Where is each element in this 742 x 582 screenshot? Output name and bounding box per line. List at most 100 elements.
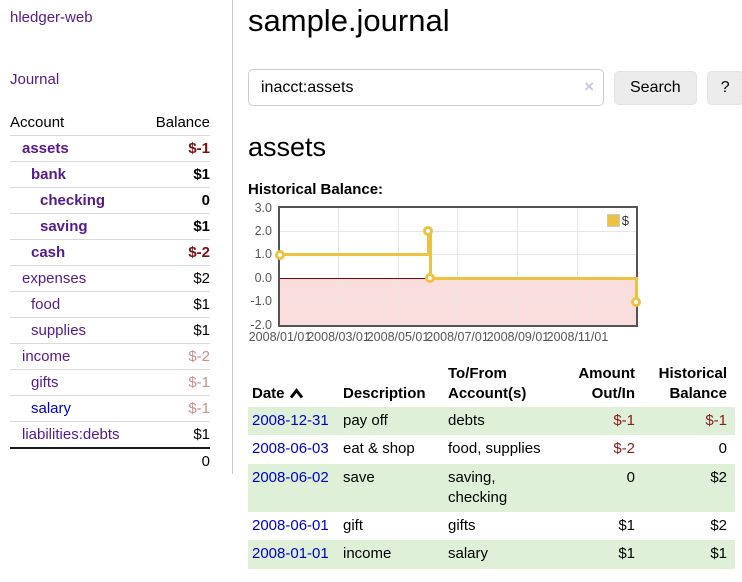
- account-link[interactable]: cash: [31, 244, 66, 261]
- register-row: 2008-06-03 eat & shop food, supplies $-2 0: [248, 435, 735, 463]
- chart-gridline-y: [280, 230, 636, 232]
- register-column-header: To/From Account(s): [448, 365, 527, 402]
- account-balance: $1: [193, 166, 210, 183]
- legend-swatch: [606, 214, 620, 227]
- account-link[interactable]: supplies: [31, 322, 87, 339]
- accounts-total-row: 0: [10, 447, 210, 474]
- account-page-title: assets: [248, 132, 327, 162]
- data-point-marker[interactable]: [631, 296, 641, 307]
- account-link[interactable]: gifts: [31, 374, 59, 391]
- account-row: assets $-1: [10, 135, 210, 161]
- chart-gridline-y: [280, 254, 636, 256]
- account-balance: $-1: [188, 374, 210, 391]
- account-row: expenses $2: [10, 265, 210, 291]
- account-balance: 0: [201, 192, 210, 209]
- account-row: saving $1: [10, 213, 210, 239]
- historical-balance-chart: 3.0 2.0 1.0 0.0 -1.0 -2.0 $: [248, 201, 742, 332]
- y-tick-label: 3.0: [254, 200, 272, 215]
- account-row: checking 0: [10, 187, 210, 213]
- register-amount: $-1: [563, 407, 643, 436]
- account-row: supplies $1: [10, 317, 210, 343]
- account-link[interactable]: salary: [31, 400, 72, 417]
- sort-ascending-icon: [289, 387, 303, 398]
- register-accounts: saving, checking: [448, 463, 563, 512]
- account-balance: $1: [193, 322, 210, 339]
- x-tick-label: 2008/03/01: [307, 330, 370, 344]
- register-column-header: Amount Out/In: [578, 365, 635, 402]
- accounts-table: Account Balance assets $-1 bank $1 checking 0…: [10, 110, 210, 474]
- search-form: × Search ?: [248, 69, 742, 106]
- register-date-link[interactable]: 2008-01-01: [252, 545, 329, 563]
- register-accounts: debts: [448, 407, 563, 436]
- help-button[interactable]: ?: [706, 70, 742, 105]
- chart-gridline-x: [457, 208, 458, 325]
- chart-plot-area: $: [275, 206, 641, 327]
- chart-gridline-x: [338, 208, 340, 325]
- y-tick-label: -1.0: [250, 294, 272, 309]
- register-amount: 0: [563, 463, 643, 512]
- sidebar-item-journal[interactable]: Journal: [10, 71, 60, 88]
- accounts-column-header: Account: [10, 114, 65, 131]
- chart-legend: $: [604, 212, 631, 229]
- chart-x-axis: 2008/01/01 2008/03/01 2008/05/01 2008/07/01…: [249, 330, 638, 347]
- series-segment: [634, 276, 638, 304]
- account-row: food $1: [10, 291, 210, 317]
- register-date-link[interactable]: 2008-06-01: [252, 517, 329, 534]
- brand-link[interactable]: hledger-web: [10, 9, 93, 26]
- register-amount: $1: [563, 540, 643, 569]
- register-historical-balance: $2: [710, 517, 727, 534]
- register-amount: $1: [618, 517, 635, 534]
- register-table: Date Description To/From Account(s) Amount O…: [248, 362, 735, 569]
- account-row: cash $-2: [10, 239, 210, 265]
- account-link[interactable]: liabilities:debts: [22, 426, 120, 443]
- y-tick-label: -2.0: [250, 317, 272, 332]
- register-date-link[interactable]: 2008-12-31: [252, 412, 329, 429]
- account-balance: $-2: [188, 348, 210, 365]
- x-tick-label: 2008/07/01: [426, 330, 489, 344]
- accounts-table-header: Account Balance: [10, 110, 210, 135]
- account-balance: $-2: [188, 244, 210, 261]
- x-tick-label: 2008/11/01: [546, 330, 609, 344]
- register-description: income: [343, 540, 448, 569]
- account-row: income $-2: [10, 343, 210, 369]
- series-segment: [428, 276, 638, 280]
- register-date-link[interactable]: 2008-06-02: [252, 468, 329, 486]
- account-balance: $1: [193, 426, 210, 443]
- account-link[interactable]: food: [31, 296, 61, 313]
- account-link[interactable]: assets: [22, 140, 69, 157]
- account-link[interactable]: saving: [40, 218, 88, 235]
- register-accounts: gifts: [448, 517, 476, 534]
- chart-title: Historical Balance:: [248, 181, 384, 198]
- register-row: 2008-06-02 save saving, checking 0 $2: [248, 463, 735, 512]
- search-box: ×: [248, 69, 604, 106]
- register-description: save: [343, 463, 448, 512]
- account-link[interactable]: income: [22, 348, 71, 365]
- register-date-link[interactable]: 2008-06-03: [252, 440, 329, 458]
- chart-gridline-x: [397, 208, 399, 325]
- account-row: liabilities:debts $1: [10, 421, 210, 447]
- account-link[interactable]: bank: [31, 166, 67, 183]
- data-point-marker[interactable]: [423, 226, 434, 237]
- account-balance: $1: [193, 218, 210, 235]
- series-segment: [278, 253, 430, 257]
- search-button[interactable]: Search: [614, 70, 697, 105]
- data-point-marker[interactable]: [275, 249, 285, 260]
- y-tick-label: 2.0: [254, 223, 272, 238]
- data-point-marker[interactable]: [425, 273, 436, 284]
- sidebar: hledger-web Journal Account Balance asse…: [0, 0, 233, 474]
- account-balance: $-1: [188, 400, 210, 417]
- register-historical-balance: $1: [643, 540, 735, 569]
- account-link[interactable]: expenses: [22, 270, 87, 287]
- chart-gridline-x: [517, 208, 519, 325]
- register-accounts: food, supplies: [448, 440, 541, 458]
- clear-search-icon[interactable]: ×: [584, 77, 594, 96]
- app-layout: hledger-web Journal Account Balance asse…: [0, 0, 742, 569]
- main-content: sample.journal × Search ? assets Histori…: [233, 0, 742, 569]
- account-balance: $2: [193, 270, 210, 287]
- register-column-header[interactable]: Date: [248, 362, 343, 407]
- register-column-header: Historical Balance: [658, 365, 727, 402]
- search-input[interactable]: [248, 69, 604, 106]
- account-link[interactable]: checking: [40, 192, 106, 209]
- account-row: gifts $-1: [10, 369, 210, 395]
- register-historical-balance: $2: [643, 463, 735, 512]
